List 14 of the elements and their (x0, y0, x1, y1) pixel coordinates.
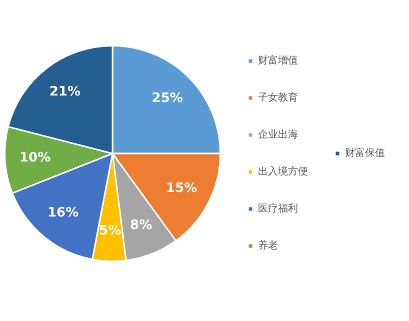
legend-label: 出入境方便 (258, 166, 308, 178)
legend-label: 医疗福利 (258, 202, 298, 215)
legend-label: 财富增值 (258, 54, 298, 67)
legend-label: 子女教育 (258, 92, 298, 104)
data-label: 8% (130, 218, 152, 234)
data-label: 25% (152, 91, 183, 106)
legend-label: 企业出海 (258, 128, 298, 141)
data-label: 15% (166, 181, 198, 196)
data-label: 5% (99, 223, 122, 238)
legend-label: 养老 (258, 240, 278, 252)
data-label: 16% (47, 206, 79, 221)
data-label: 10% (20, 150, 51, 166)
data-label: 21% (49, 84, 81, 100)
legend-label: 财富保值 (345, 147, 385, 160)
